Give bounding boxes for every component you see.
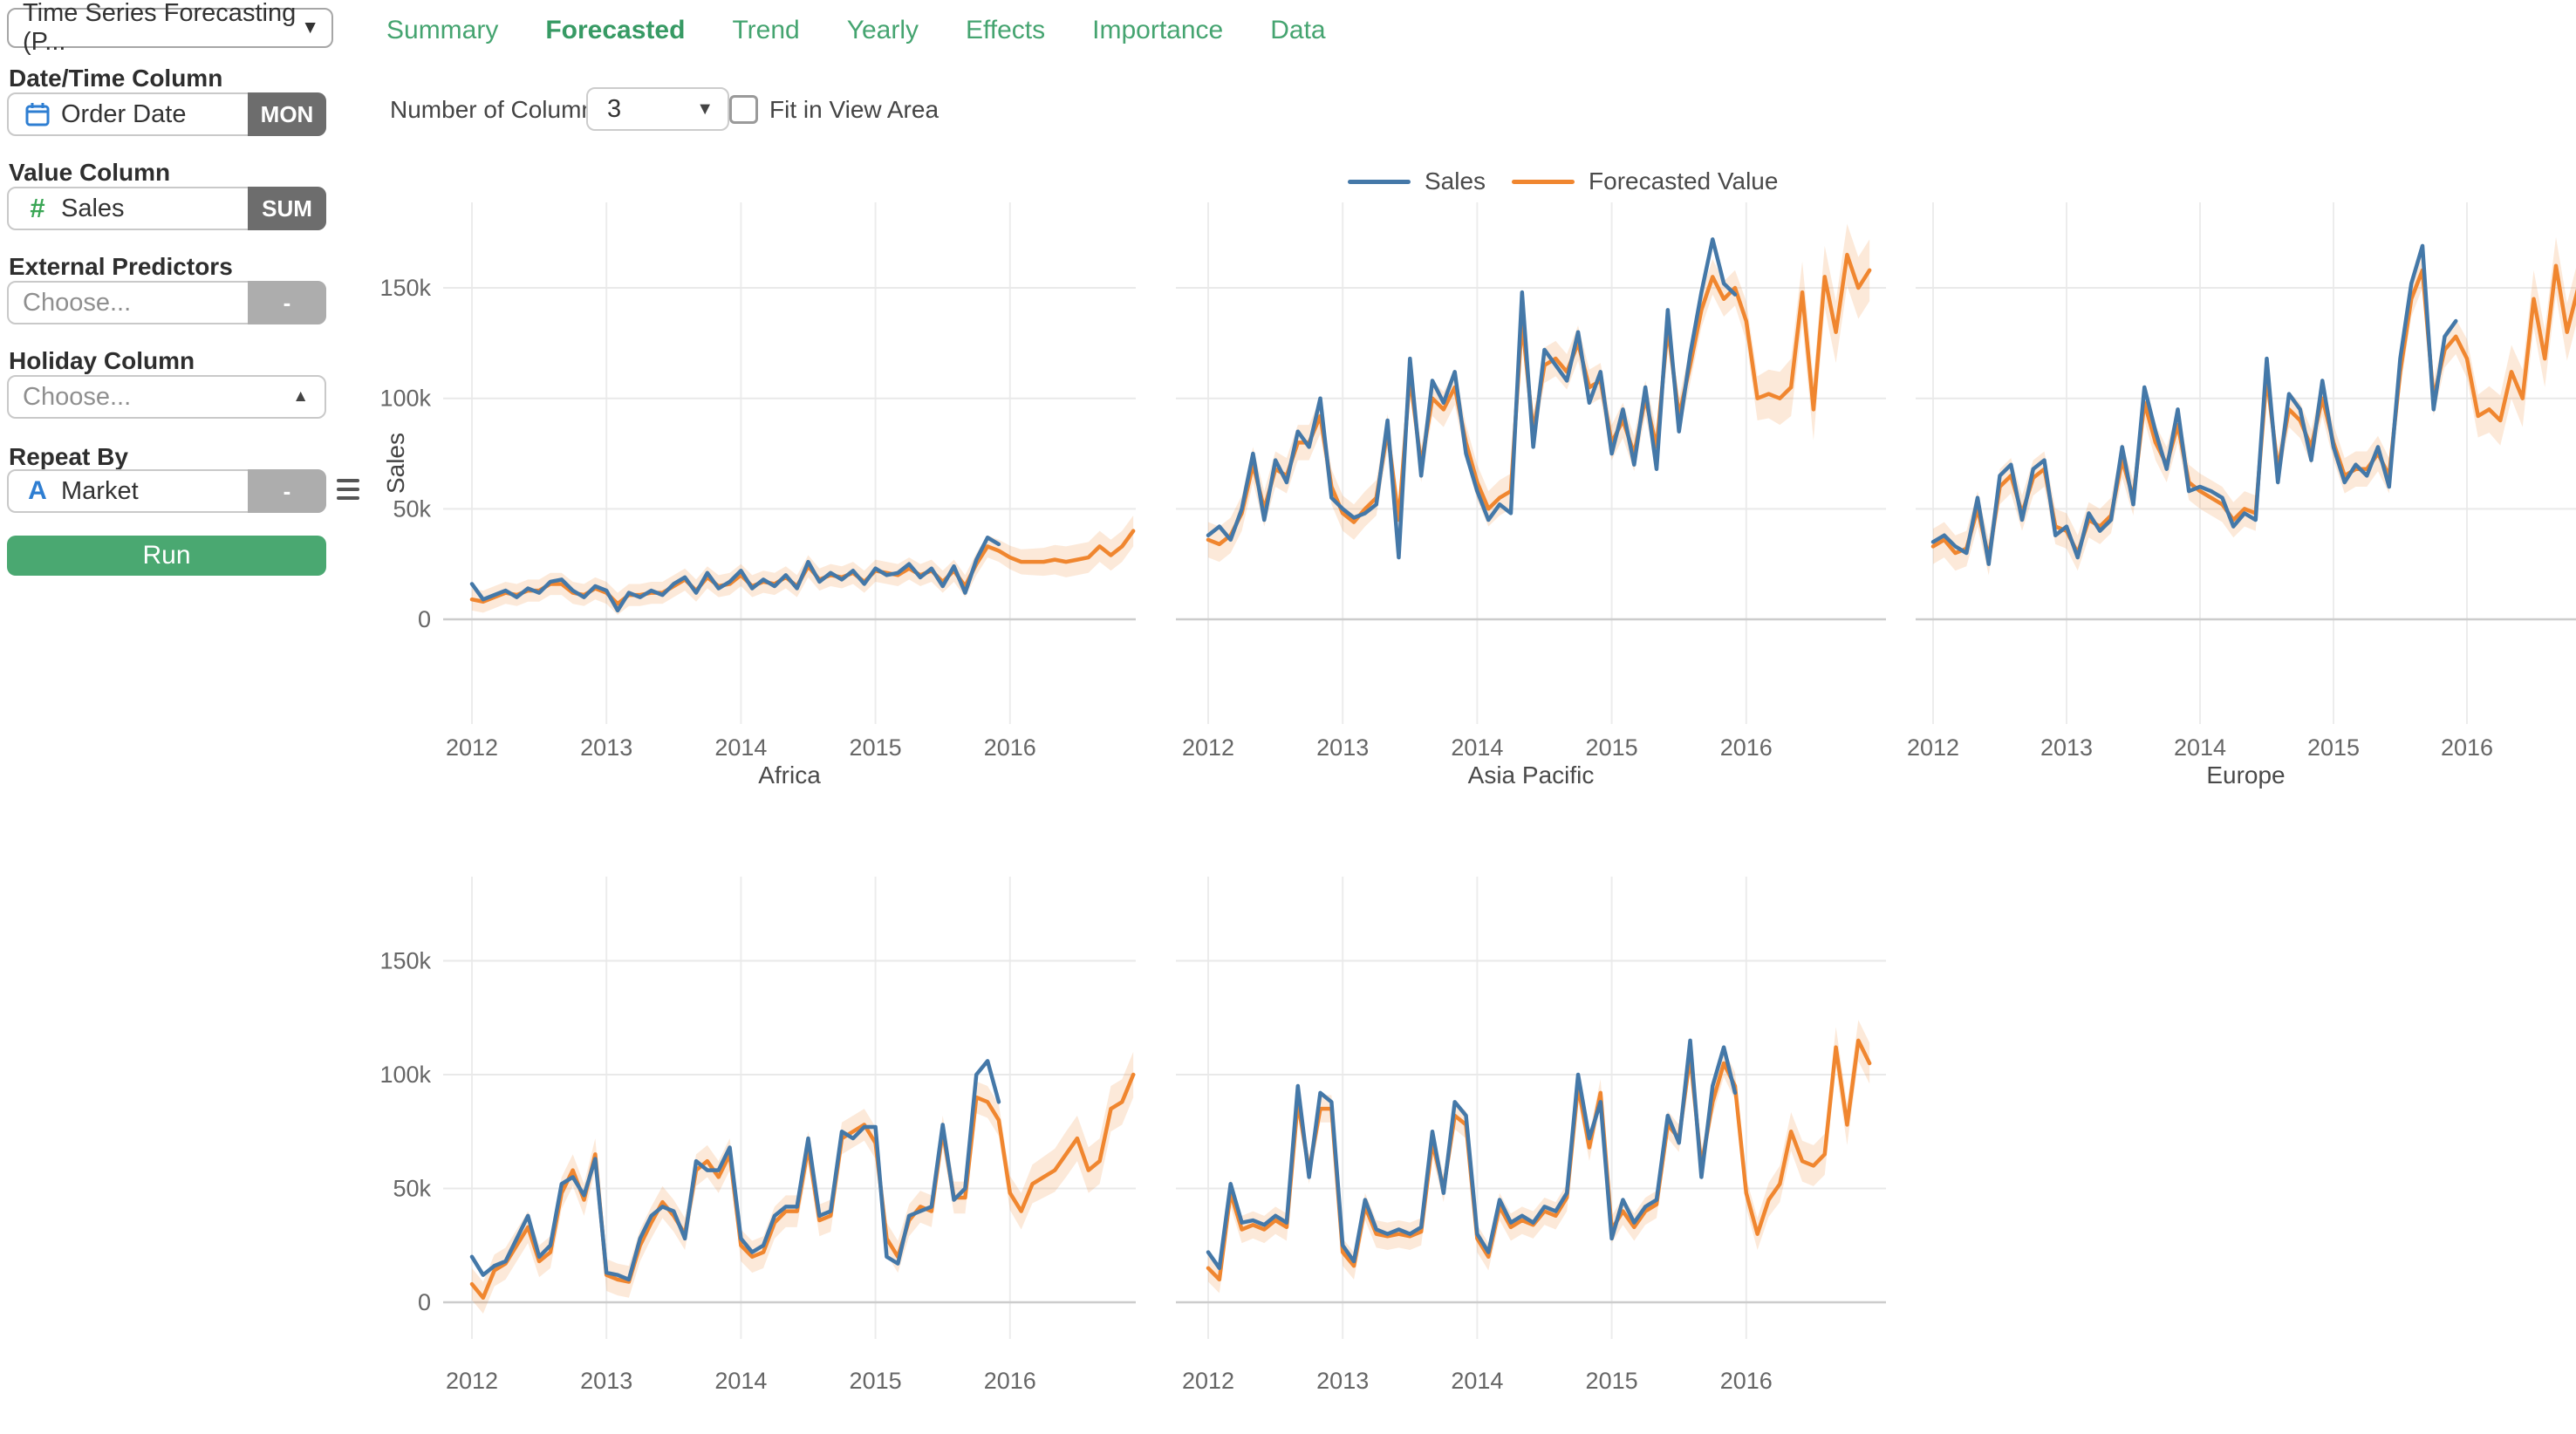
confidence-band	[472, 515, 1134, 615]
chart-title: Africa	[758, 761, 821, 789]
y-axis-title: Sales	[382, 433, 409, 494]
external-predictors-field[interactable]: Choose... -	[7, 281, 326, 324]
x-tick-label: 2015	[850, 734, 902, 761]
x-tick-label: 2016	[2441, 734, 2493, 761]
repeat-by-value: Market	[61, 476, 139, 505]
run-button[interactable]: Run	[7, 536, 326, 576]
x-tick-label: 2013	[2040, 734, 2093, 761]
sales-line	[1930, 243, 2458, 566]
x-tick-label: 2013	[580, 734, 632, 761]
sales-line	[1206, 1038, 1738, 1271]
tab-effects[interactable]: Effects	[965, 16, 1046, 44]
tab-yearly[interactable]: Yearly	[846, 16, 919, 44]
columns-count-select[interactable]: 3 ▼	[586, 87, 729, 131]
text-column-icon: A	[28, 476, 47, 505]
repeat-by-option-button[interactable]: -	[248, 469, 326, 513]
y-tick-label: 50k	[393, 1176, 431, 1202]
chevron-down-icon: ▼	[696, 99, 714, 119]
chart-legend[interactable]: Sales Forecasted Value	[1348, 167, 1778, 195]
x-tick-label: 2012	[1182, 734, 1234, 761]
y-tick-label: 100k	[379, 386, 431, 412]
y-tick-label: 100k	[379, 1062, 431, 1088]
forecast-legend-label: Forecasted Value	[1589, 167, 1779, 195]
external-predictors-placeholder: Choose...	[23, 288, 132, 317]
x-tick-label: 2012	[1182, 1368, 1234, 1394]
holiday-column-select[interactable]: Choose... ▲	[7, 375, 326, 419]
sales-legend-label: Sales	[1425, 167, 1486, 195]
forecast-legend-swatch	[1512, 179, 1575, 184]
x-tick-label: 2016	[1720, 1368, 1773, 1394]
tab-summary[interactable]: Summary	[386, 16, 499, 44]
tab-importance[interactable]: Importance	[1092, 16, 1224, 44]
sales-line	[469, 1059, 1001, 1282]
sales-line	[1206, 237, 1738, 560]
x-tick-label: 2014	[1451, 734, 1503, 761]
repeat-by-label: Repeat By	[9, 443, 128, 470]
x-tick-label: 2015	[850, 1368, 902, 1394]
x-tick-label: 2014	[1451, 1368, 1503, 1394]
y-tick-label: 150k	[379, 948, 431, 974]
holiday-column-placeholder: Choose...	[23, 382, 132, 411]
repeat-by-field[interactable]: A Market -	[7, 469, 326, 513]
chart-title: Europe	[2206, 761, 2285, 789]
x-tick-label: 2012	[446, 1368, 498, 1394]
value-aggregation-button[interactable]: SUM	[248, 187, 326, 230]
y-tick-label: 0	[418, 1289, 431, 1315]
tab-data[interactable]: Data	[1270, 16, 1326, 44]
fit-in-view-label: Fit in View Area	[769, 96, 940, 123]
external-predictors-option-button[interactable]: -	[248, 281, 326, 324]
x-tick-label: 2016	[984, 1368, 1036, 1394]
calendar-icon	[21, 100, 54, 128]
chevron-down-icon: ▼	[301, 17, 319, 38]
x-tick-label: 2014	[714, 1368, 767, 1394]
x-tick-label: 2014	[714, 734, 767, 761]
datetime-column-value: Order Date	[61, 99, 187, 128]
tab-trend[interactable]: Trend	[732, 16, 800, 44]
menu-icon[interactable]	[337, 479, 359, 500]
chevron-up-icon: ▲	[292, 387, 309, 406]
chart-title: Asia Pacific	[1468, 761, 1595, 789]
analytics-type-select[interactable]: Time Series Forecasting (P... ▼	[7, 0, 333, 56]
sales-line	[469, 536, 1001, 613]
x-tick-label: 2015	[2307, 734, 2360, 761]
holiday-column-label: Holiday Column	[9, 347, 195, 374]
y-tick-label: 150k	[379, 275, 431, 301]
date-aggregation-button[interactable]: MON	[248, 92, 326, 136]
datetime-column-label: Date/Time Column	[9, 65, 223, 92]
x-tick-label: 2015	[1586, 734, 1638, 761]
x-tick-label: 2016	[1720, 734, 1773, 761]
x-tick-label: 2016	[984, 734, 1036, 761]
tab-forecasted[interactable]: Forecasted	[545, 16, 686, 44]
y-tick-label: 50k	[393, 495, 431, 522]
external-predictors-label: External Predictors	[9, 253, 233, 280]
x-tick-label: 2013	[1316, 734, 1369, 761]
x-tick-label: 2015	[1586, 1368, 1638, 1394]
x-tick-label: 2013	[580, 1368, 632, 1394]
tab-bar: Summary Forecasted Trend Yearly Effects Impor…	[386, 16, 1326, 45]
number-icon: #	[30, 193, 45, 223]
columns-count-value: 3	[607, 94, 622, 123]
value-column-label: Value Column	[9, 159, 171, 186]
x-tick-label: 2014	[2174, 734, 2226, 761]
analytics-type-value: Time Series Forecasting (P...	[23, 0, 297, 56]
value-column-field[interactable]: # Sales SUM	[7, 187, 326, 230]
fit-in-view-checkbox[interactable]	[729, 95, 758, 124]
datetime-column-field[interactable]: Order Date MON	[7, 92, 326, 136]
x-tick-label: 2012	[1907, 734, 1959, 761]
y-tick-label: 0	[418, 606, 431, 632]
value-column-value: Sales	[61, 194, 125, 222]
columns-count-label: Number of Columns:	[390, 96, 614, 123]
x-tick-label: 2013	[1316, 1368, 1369, 1394]
x-tick-label: 2012	[446, 734, 498, 761]
sales-legend-swatch	[1348, 179, 1411, 184]
